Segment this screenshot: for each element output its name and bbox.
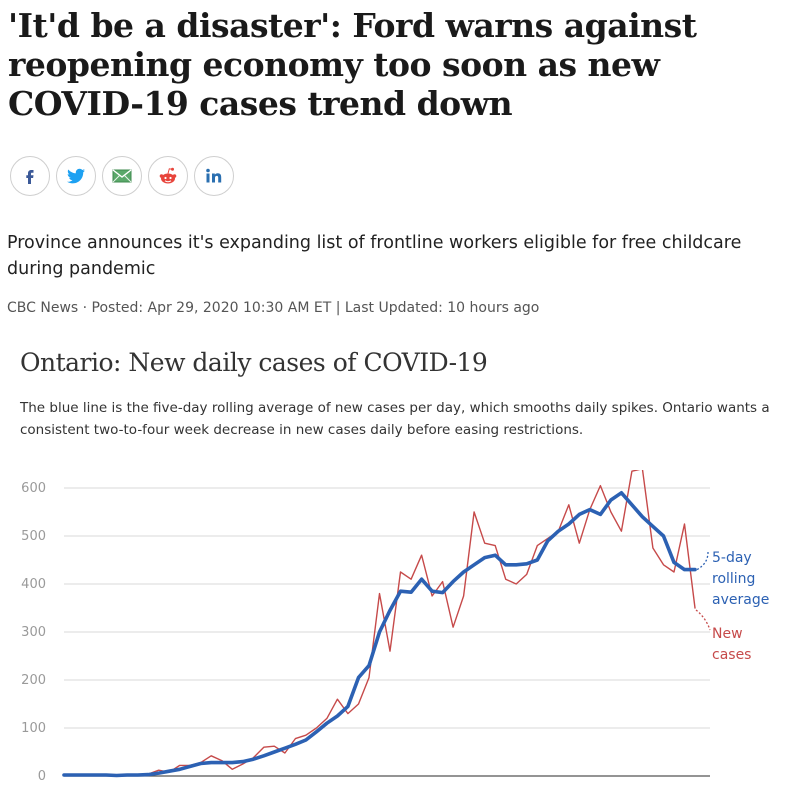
- article-deck: Province announces it's expanding list o…: [7, 233, 742, 279]
- y-tick-label: 500: [21, 529, 46, 544]
- y-tick-label: 0: [38, 769, 46, 784]
- legend-label-rolling-average: average: [712, 592, 769, 608]
- chart-title: Ontario: New daily cases of COVID-19: [20, 348, 488, 377]
- headline: 'It'd be a disaster': Ford warns against…: [8, 6, 697, 123]
- y-tick-label: 600: [21, 481, 46, 496]
- y-tick-label: 400: [21, 577, 46, 592]
- legend-connector-new-cases: [695, 609, 711, 631]
- legend-label-rolling-average: rolling: [712, 571, 755, 587]
- legend-label-new-cases: cases: [712, 647, 751, 663]
- legend-label-new-cases: New: [712, 626, 743, 642]
- share-reddit-button[interactable]: [148, 156, 188, 196]
- share-buttons: [10, 156, 234, 196]
- share-linkedin-button[interactable]: [194, 156, 234, 196]
- byline: CBC News · Posted: Apr 29, 2020 10:30 AM…: [7, 300, 540, 316]
- linkedin-icon: [206, 168, 222, 183]
- y-tick-label: 200: [21, 673, 46, 688]
- email-icon: [112, 169, 132, 183]
- facebook-icon: [26, 170, 34, 184]
- share-email-button[interactable]: [102, 156, 142, 196]
- y-tick-label: 100: [21, 721, 46, 736]
- series-line-rolling-average: [62, 490, 697, 778]
- legend-label-rolling-average: 5-day: [712, 550, 752, 566]
- y-tick-label: 300: [21, 625, 46, 640]
- share-twitter-button[interactable]: [56, 156, 96, 196]
- reddit-icon: [159, 167, 177, 184]
- share-facebook-button[interactable]: [10, 156, 50, 196]
- legend-connector-rolling-average: [696, 551, 709, 571]
- twitter-icon: [67, 168, 85, 184]
- chart-subtitle: The blue line is the five-day rolling av…: [20, 400, 770, 438]
- line-chart: 0 100 200 300 400 500 600 5-day rolling average Ne…: [21, 470, 769, 784]
